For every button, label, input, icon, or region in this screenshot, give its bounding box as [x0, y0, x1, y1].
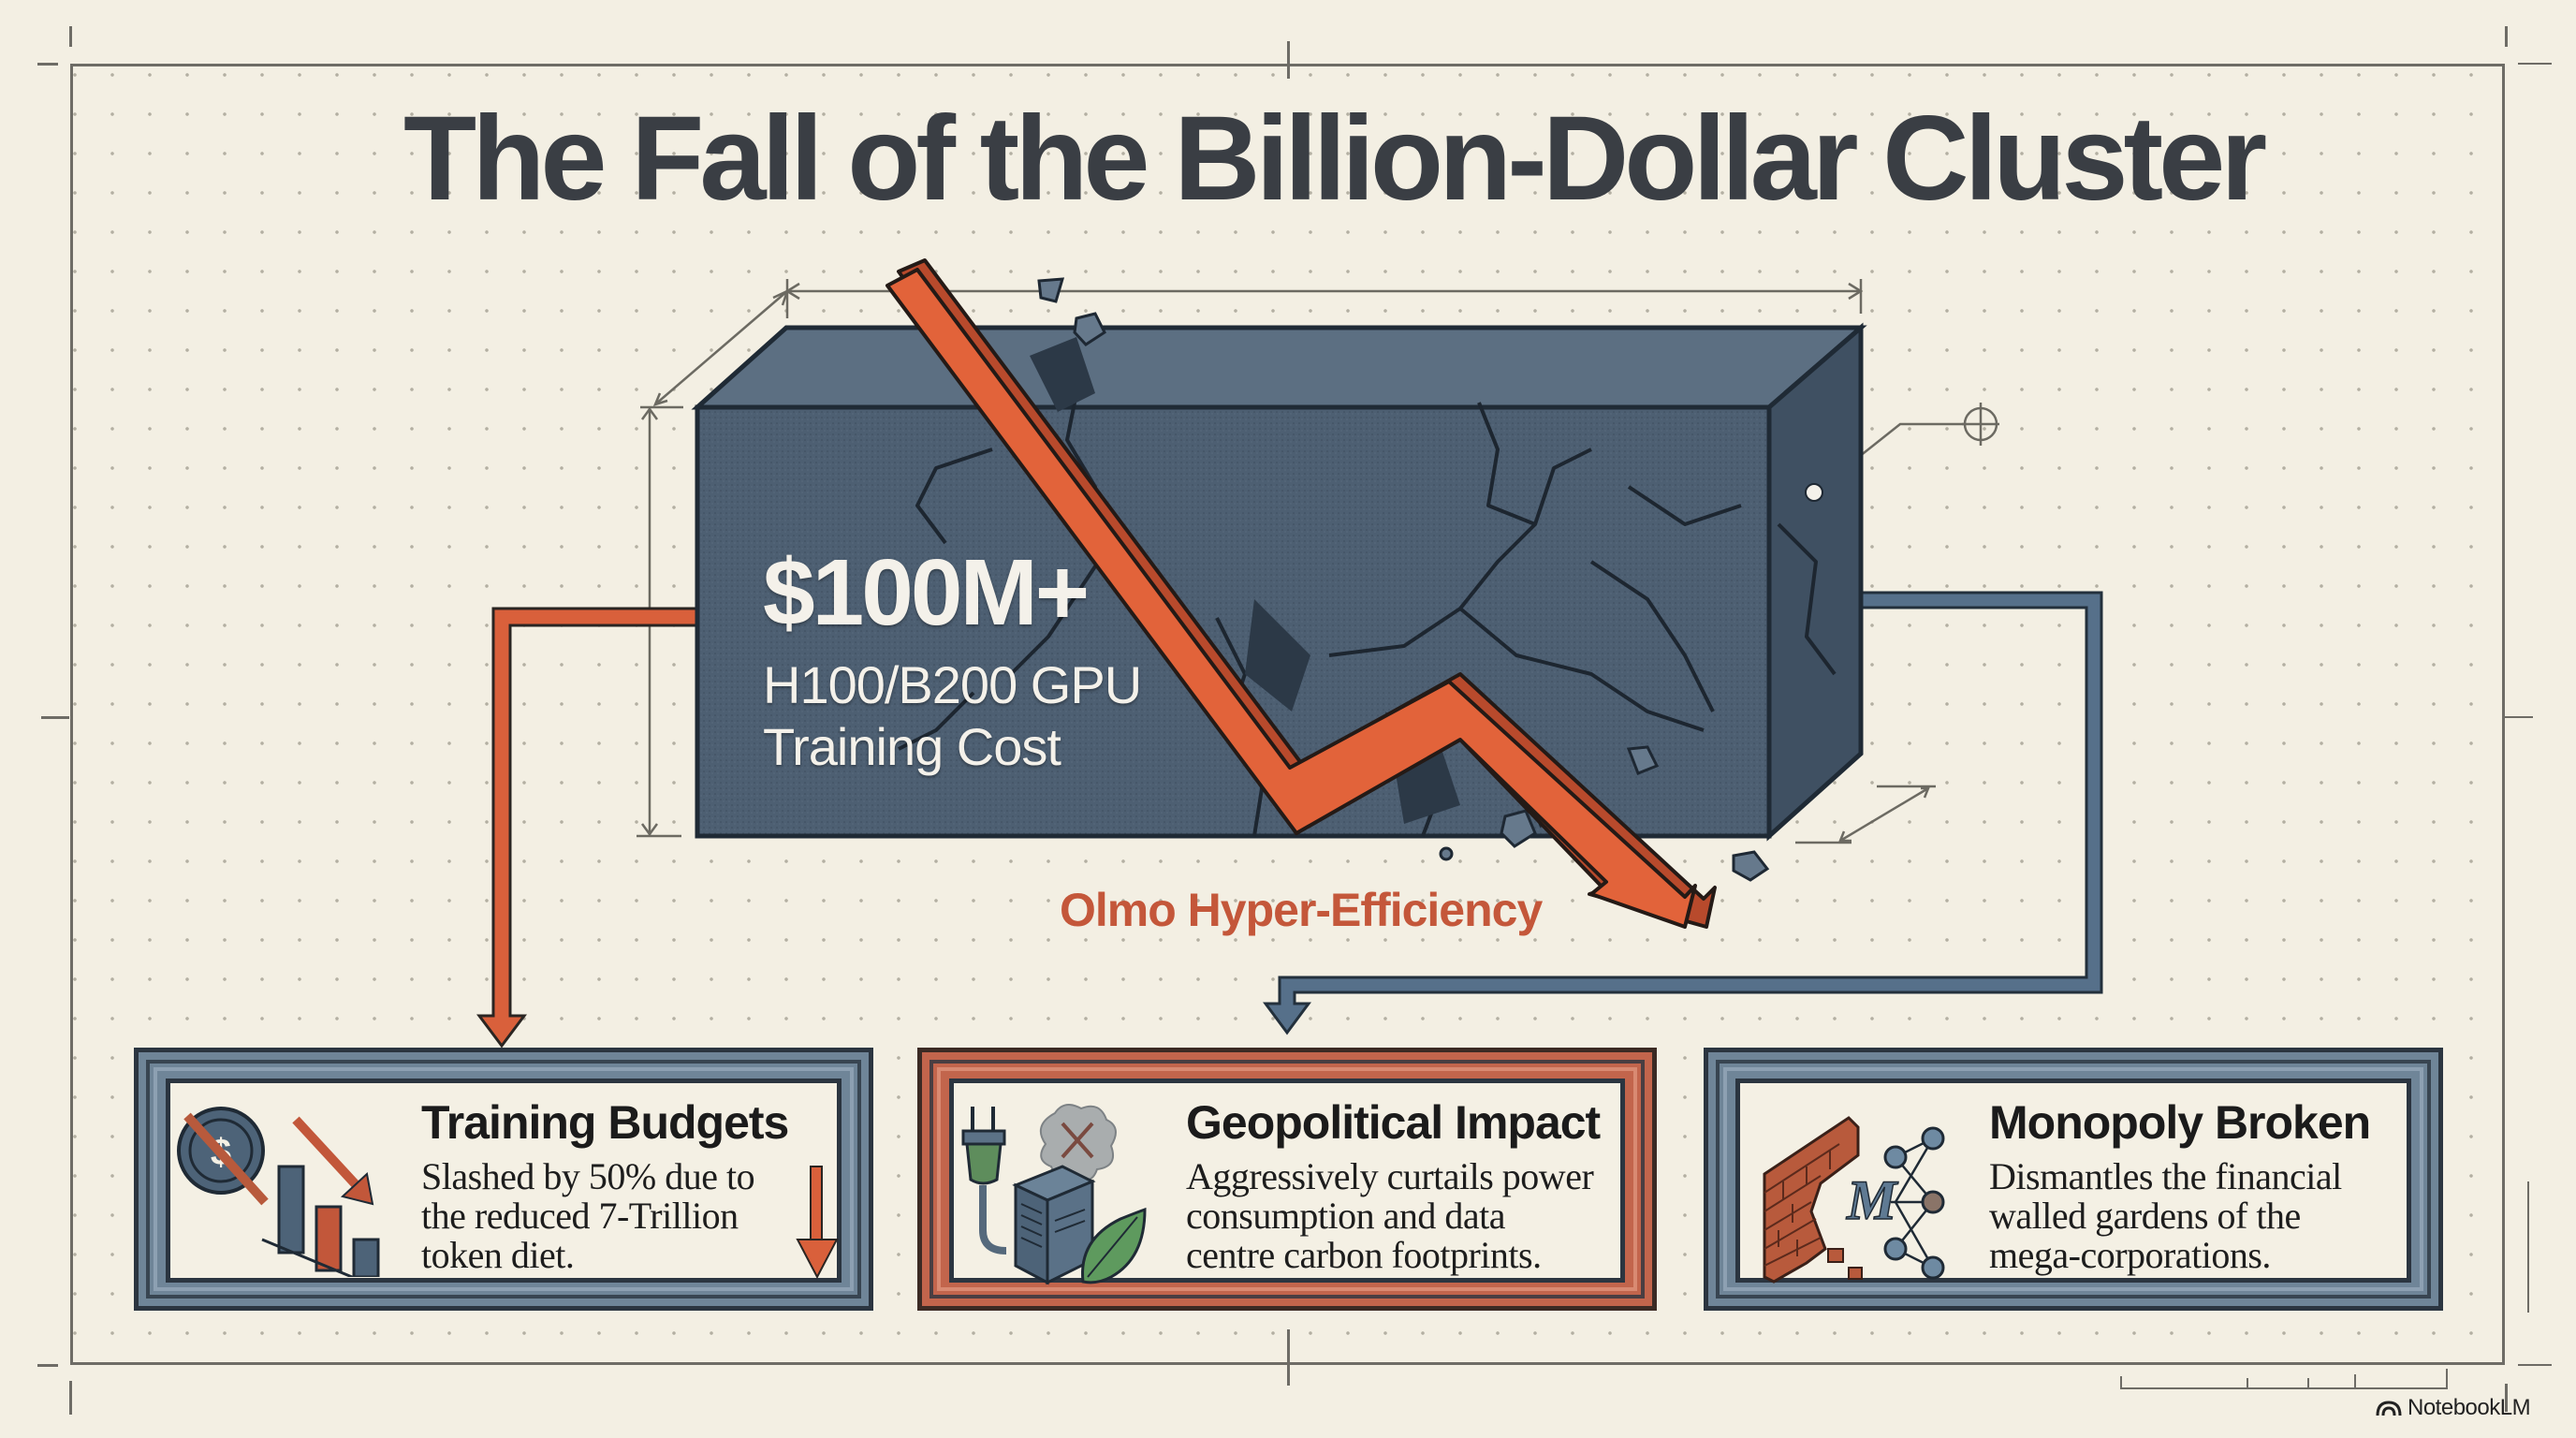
card-monopoly-broken: M Monopoly Broken Dismantles the financi… [1704, 1048, 2443, 1311]
card-title: Monopoly Broken [1989, 1096, 2371, 1149]
side-ruler [2527, 1181, 2529, 1313]
frame-tick [2505, 1384, 2508, 1412]
card-body-line: centre carbon footprints. [1186, 1234, 1542, 1276]
card-title: Training Budgets [421, 1096, 789, 1149]
card-title: Geopolitical Impact [1186, 1096, 1601, 1149]
zigzag-down-arrow [886, 258, 1717, 929]
brand-watermark: NotebookLM [2376, 1395, 2531, 1421]
frame-tick [2518, 63, 2552, 65]
scale-ruler [2120, 1387, 2448, 1389]
hero-gpu-label: H100/B200 GPU [763, 655, 1142, 714]
card-body: Slashed by 50% due to the reduced 7-Tril… [421, 1155, 755, 1276]
blue-connector-arrow [1263, 591, 2103, 1035]
card-body-line: Dismantles the financial [1989, 1155, 2342, 1197]
card-body: Aggressively curtails power consumption … [1186, 1155, 1594, 1276]
brand-label: NotebookLM [2408, 1395, 2531, 1420]
down-arrow-icon [796, 1166, 839, 1280]
scale-ruler-tick [2120, 1376, 2122, 1389]
card-body-line: mega-corporations. [1989, 1234, 2271, 1276]
card-body: Dismantles the financial walled gardens … [1989, 1157, 2342, 1275]
hero-amount: $100M+ [763, 540, 1090, 645]
card-body-line: consumption and data [1186, 1195, 1506, 1237]
card-body-line: Aggressively curtails power [1186, 1155, 1594, 1197]
frame-tick [69, 26, 72, 47]
scale-ruler-tick [2307, 1378, 2309, 1389]
orange-connector-arrow [476, 607, 702, 1049]
card-body-line: the reduced 7-Trillion [421, 1195, 739, 1237]
card-training-budgets: $ Training Budgets Slashed by 50% due to… [134, 1048, 873, 1311]
frame-tick [37, 63, 58, 66]
frame-tick [1287, 1329, 1290, 1386]
falling-arrow-label: Olmo Hyper-Efficiency [1060, 884, 1543, 936]
scale-ruler-tick [2446, 1369, 2448, 1389]
frame-tick [37, 1364, 58, 1367]
frame-tick [1287, 41, 1290, 79]
frame-tick [69, 1381, 72, 1415]
brick-wall-network-icon: M [1763, 1116, 1945, 1284]
plug-datacenter-leaf-icon [961, 1104, 1147, 1285]
card-panel [1735, 1078, 2411, 1283]
scale-ruler-tick [2247, 1378, 2248, 1389]
frame-tick [2505, 716, 2533, 718]
card-body-line: token diet. [421, 1234, 575, 1276]
page-title: The Fall of the Billion-Dollar Cluster [403, 92, 2267, 226]
frame-tick [2505, 26, 2508, 47]
crossed-coin-declining-bars-icon: $ [177, 1107, 380, 1277]
card-body-line: Slashed by 50% due to [421, 1155, 755, 1197]
card-geopolitical-impact: Geopolitical Impact Aggressively curtail… [917, 1048, 1657, 1311]
frame-tick [2518, 1364, 2552, 1366]
card-body-line: walled gardens of the [1989, 1195, 2301, 1237]
scale-ruler-tick [2354, 1374, 2356, 1389]
frame-tick [41, 716, 69, 719]
notebooklm-logo-icon [2376, 1401, 2402, 1416]
svg-text:M: M [1846, 1169, 1899, 1231]
hero-cost-label: Training Cost [763, 717, 1061, 776]
